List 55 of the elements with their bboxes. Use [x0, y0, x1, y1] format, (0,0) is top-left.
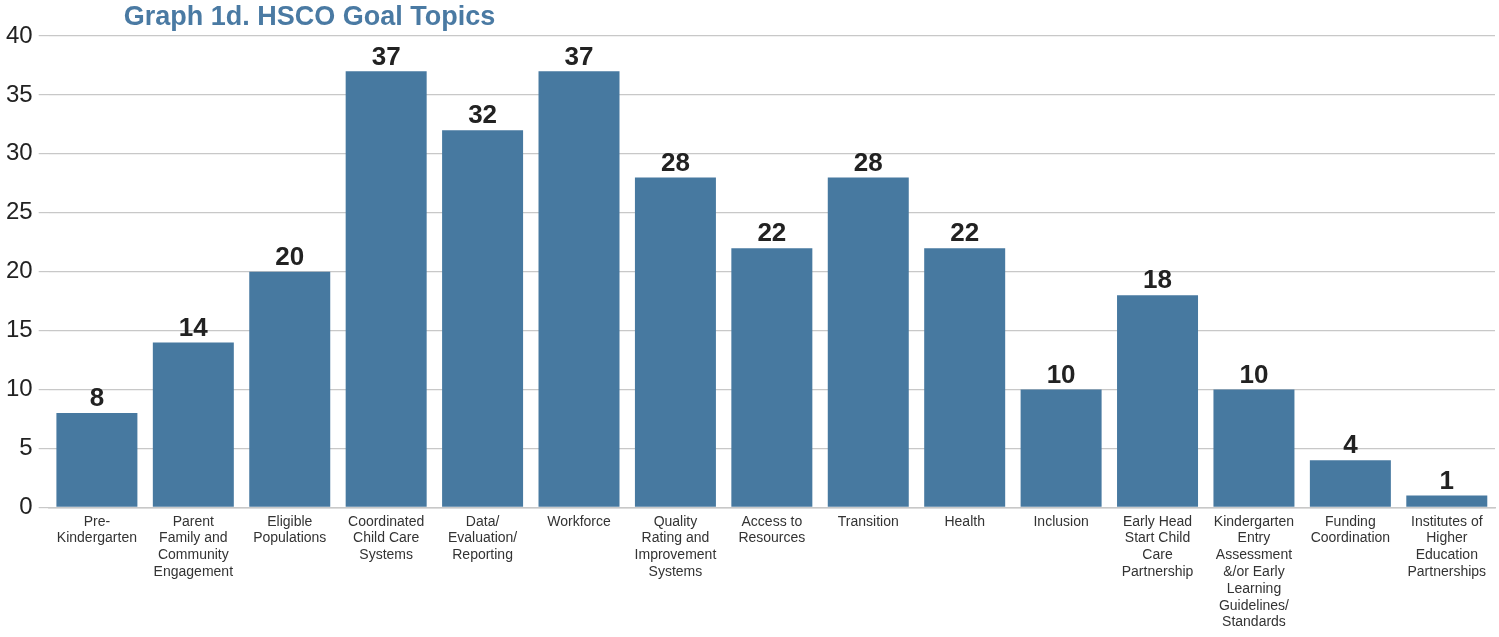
bar	[442, 130, 524, 507]
bar	[634, 177, 716, 507]
data-label: 32	[468, 99, 498, 130]
bar	[56, 413, 138, 507]
y-tick-label: 0	[19, 492, 33, 520]
data-label: 22	[757, 217, 787, 248]
y-tick-label: 35	[5, 79, 33, 107]
y-tick-label: 30	[5, 138, 33, 166]
x-tick-label: Data/ Evaluation/ Reporting	[447, 512, 518, 563]
x-tick-label: Quality Rating and Improvement Systems	[634, 512, 717, 580]
bar	[1020, 389, 1102, 507]
data-label: 10	[1046, 358, 1076, 389]
x-tick-label: Inclusion	[1033, 512, 1089, 529]
bar	[924, 248, 1006, 507]
y-tick-label: 15	[5, 315, 33, 343]
data-label: 37	[371, 40, 401, 71]
data-label: 20	[275, 240, 305, 271]
x-tick-label: Coordinated Child Care Systems	[348, 512, 425, 563]
x-tick-label: Funding Coordination	[1310, 512, 1391, 546]
y-tick-label: 10	[5, 374, 33, 402]
y-tick-label: 40	[5, 20, 33, 48]
x-tick-label: Access to Resources	[738, 512, 806, 546]
bar	[1309, 460, 1391, 507]
data-label: 10	[1239, 358, 1269, 389]
bar	[345, 71, 427, 507]
bar	[538, 71, 620, 507]
x-tick-label: Health	[944, 512, 985, 529]
data-label: 14	[178, 311, 209, 342]
x-tick-label: Transition	[837, 512, 899, 529]
bar	[731, 248, 813, 507]
data-label: 28	[660, 146, 690, 177]
y-tick-label: 25	[5, 197, 33, 225]
data-label: 8	[89, 382, 105, 413]
x-tick-label: Pre- Kindergarten	[56, 512, 137, 546]
y-tick-label: 5	[19, 433, 33, 461]
data-label: 28	[853, 146, 883, 177]
data-label: 18	[1143, 264, 1172, 295]
x-tick-label: Eligible Populations	[253, 512, 327, 546]
chart-title: Graph 1d. HSCO Goal Topics	[123, 0, 496, 31]
x-tick-label: Institutes of Higher Education Partnerships	[1407, 512, 1487, 580]
data-label: 4	[1343, 429, 1359, 460]
x-tick-label: Workforce	[547, 512, 611, 529]
bar	[152, 342, 234, 507]
x-tick-label: Parent Family and Community Engagement	[153, 512, 234, 580]
data-label: 37	[564, 40, 594, 71]
bar	[1406, 495, 1488, 507]
y-tick-label: 20	[5, 256, 33, 284]
data-label: 22	[950, 217, 980, 248]
bar	[827, 177, 909, 507]
bar	[1117, 295, 1199, 507]
x-tick-label: Kindergarten Entry Assessment &/or Early Learning Guidelines/ Standards	[1213, 512, 1295, 630]
bar	[1213, 389, 1295, 507]
data-label: 1	[1439, 464, 1455, 495]
x-tick-label: Early Head Start Child Care Partnership	[1121, 512, 1194, 580]
bar	[249, 271, 331, 507]
